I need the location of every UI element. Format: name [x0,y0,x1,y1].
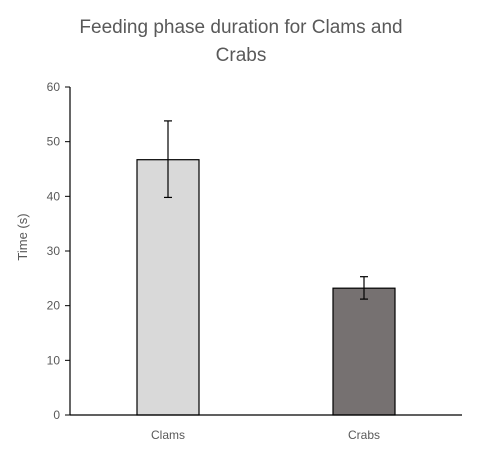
y-axis-label: Time (s) [15,213,30,260]
y-tick-label: 20 [47,299,61,313]
chart-title-line-2: Crabs [216,45,267,66]
y-tick-label: 10 [47,353,61,367]
bars [136,159,396,416]
error-bars [164,120,368,300]
x-tick-label-clams: Clams [151,428,185,442]
y-ticks: 0 10 20 30 40 50 60 [47,80,70,422]
chart-title-line-1: Feeding phase duration for Clams and [79,17,402,38]
y-tick-label: 40 [47,189,61,203]
y-tick-label: 60 [47,80,61,94]
x-tick-labels: Clams Crabs [151,428,380,442]
y-tick-label: 0 [53,408,60,422]
y-tick-label: 50 [47,135,61,149]
x-tick-label-crabs: Crabs [348,428,380,442]
y-tick-label: 30 [47,244,61,258]
bar-crabs [332,287,396,416]
